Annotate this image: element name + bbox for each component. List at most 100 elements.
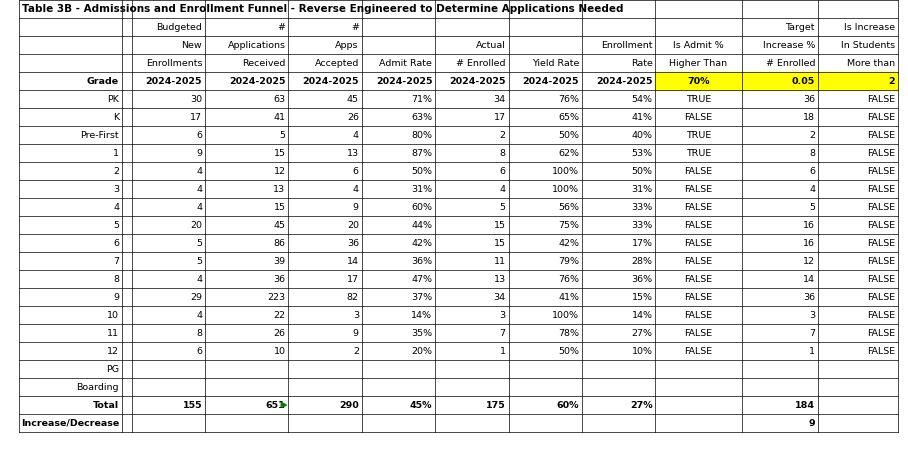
Text: Admit Rate: Admit Rate [380, 59, 432, 67]
Text: 41%: 41% [558, 293, 579, 302]
Text: Boarding: Boarding [76, 383, 119, 391]
Text: 26: 26 [347, 112, 359, 121]
Text: 63%: 63% [411, 112, 432, 121]
Text: 36: 36 [803, 95, 815, 103]
Text: 34: 34 [494, 293, 506, 302]
Text: Enrollment: Enrollment [601, 40, 653, 50]
Text: 54%: 54% [632, 95, 653, 103]
Text: 31%: 31% [411, 184, 432, 193]
Text: 36: 36 [347, 238, 359, 248]
Text: FALSE: FALSE [685, 238, 713, 248]
Text: TRUE: TRUE [686, 148, 711, 157]
Text: 60%: 60% [411, 202, 432, 212]
Text: 100%: 100% [552, 167, 579, 176]
Text: PK: PK [107, 95, 119, 103]
Text: 3: 3 [113, 184, 119, 193]
Text: 87%: 87% [411, 148, 432, 157]
Text: FALSE: FALSE [867, 257, 895, 266]
Text: 9: 9 [353, 202, 359, 212]
Text: 26: 26 [273, 329, 285, 338]
Text: #: # [350, 22, 359, 31]
Text: 9: 9 [196, 148, 202, 157]
Text: Target: Target [785, 22, 815, 31]
Text: FALSE: FALSE [867, 95, 895, 103]
Text: 50%: 50% [558, 131, 579, 140]
Text: 4: 4 [196, 167, 202, 176]
Text: FALSE: FALSE [867, 112, 895, 121]
Text: 4: 4 [113, 202, 119, 212]
Text: 4: 4 [196, 274, 202, 283]
Text: 15: 15 [494, 238, 506, 248]
Text: 50%: 50% [632, 167, 653, 176]
Text: 42%: 42% [558, 238, 579, 248]
Text: 7: 7 [113, 257, 119, 266]
Text: 1: 1 [499, 347, 506, 355]
Text: 184: 184 [795, 400, 815, 410]
Text: 15: 15 [494, 221, 506, 229]
Text: 9: 9 [353, 329, 359, 338]
Text: 35%: 35% [411, 329, 432, 338]
Text: 6: 6 [113, 238, 119, 248]
Text: 12: 12 [107, 347, 119, 355]
Text: 36: 36 [803, 293, 815, 302]
Text: 45: 45 [347, 95, 359, 103]
Text: 2024-2025: 2024-2025 [449, 76, 506, 86]
Text: 56%: 56% [558, 202, 579, 212]
Text: 80%: 80% [411, 131, 432, 140]
Text: K: K [113, 112, 119, 121]
Text: 5: 5 [113, 221, 119, 229]
Text: 14%: 14% [632, 310, 653, 319]
Text: PG: PG [106, 364, 119, 374]
Text: 28%: 28% [632, 257, 653, 266]
Text: 60%: 60% [557, 400, 579, 410]
Text: FALSE: FALSE [867, 238, 895, 248]
Text: TRUE: TRUE [686, 131, 711, 140]
Text: 5: 5 [280, 131, 285, 140]
Text: 3: 3 [499, 310, 506, 319]
Text: FALSE: FALSE [685, 293, 713, 302]
Text: 11: 11 [494, 257, 506, 266]
Text: FALSE: FALSE [867, 274, 895, 283]
Text: FALSE: FALSE [867, 221, 895, 229]
Text: 10%: 10% [632, 347, 653, 355]
Text: 30: 30 [190, 95, 202, 103]
Text: 31%: 31% [631, 184, 653, 193]
Text: 2024-2025: 2024-2025 [302, 76, 359, 86]
Text: 10: 10 [273, 347, 285, 355]
Text: 12: 12 [803, 257, 815, 266]
Text: Increase/Decrease: Increase/Decrease [21, 419, 119, 428]
Text: 15: 15 [273, 148, 285, 157]
Text: Is Increase: Is Increase [844, 22, 895, 31]
Text: FALSE: FALSE [867, 310, 895, 319]
Text: Actual: Actual [476, 40, 506, 50]
Text: 71%: 71% [411, 95, 432, 103]
Text: 3: 3 [809, 310, 815, 319]
Text: Grade: Grade [87, 76, 119, 86]
Text: 13: 13 [273, 184, 285, 193]
Text: FALSE: FALSE [685, 221, 713, 229]
Text: 45: 45 [273, 221, 285, 229]
Text: Rate: Rate [631, 59, 653, 67]
Text: 16: 16 [803, 238, 815, 248]
Text: 2: 2 [889, 76, 895, 86]
Text: Enrollments: Enrollments [146, 59, 202, 67]
Text: 70%: 70% [687, 76, 710, 86]
Text: 6: 6 [196, 131, 202, 140]
Text: 41%: 41% [632, 112, 653, 121]
Text: 20%: 20% [411, 347, 432, 355]
Text: 14: 14 [347, 257, 359, 266]
Text: FALSE: FALSE [685, 329, 713, 338]
Text: 13: 13 [494, 274, 506, 283]
Text: 14: 14 [803, 274, 815, 283]
Text: 5: 5 [809, 202, 815, 212]
Text: 290: 290 [339, 400, 359, 410]
Text: 76%: 76% [558, 95, 579, 103]
Text: 4: 4 [499, 184, 506, 193]
Text: 15: 15 [273, 202, 285, 212]
Text: 15%: 15% [632, 293, 653, 302]
Text: 14%: 14% [411, 310, 432, 319]
Text: 8: 8 [196, 329, 202, 338]
Text: 0.05: 0.05 [792, 76, 815, 86]
Text: In Students: In Students [841, 40, 895, 50]
Text: Yield Rate: Yield Rate [532, 59, 579, 67]
